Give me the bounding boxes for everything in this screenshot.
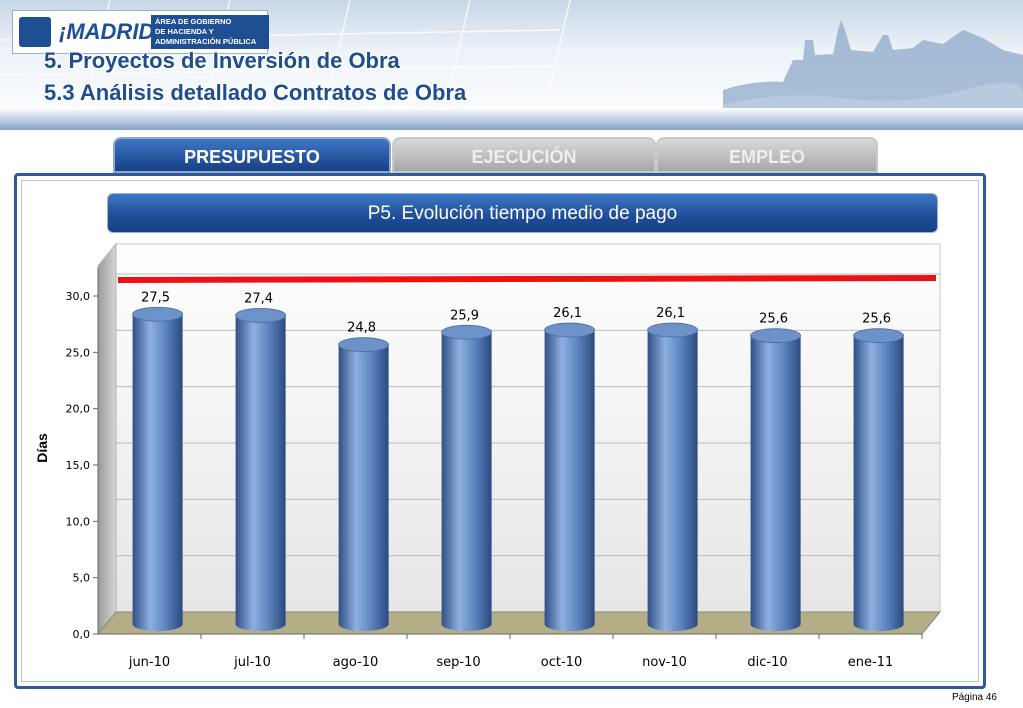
bar xyxy=(132,314,183,632)
city-skyline-image xyxy=(723,20,1023,120)
y-tick-label: 0,0 xyxy=(73,628,91,641)
data-label: 25,6 xyxy=(862,312,891,327)
department-label: ÁREA DE GOBIERNO DE HACIENDA Y ADMINISTR… xyxy=(151,15,269,49)
y-axis-label: Días xyxy=(34,433,50,463)
logo-text: ¡MADRID! xyxy=(59,19,162,44)
bar xyxy=(441,332,492,632)
bar-top xyxy=(750,328,801,344)
y-tick-label: 25,0 xyxy=(66,346,91,359)
bar-chart: 0,0 5,0 10,0 15,0 20,0 25,0 30,0 27,5 jun-10 27,4… xyxy=(66,242,942,670)
data-label: 26,1 xyxy=(656,306,685,321)
tab-presupuesto[interactable]: PRESUPUESTO xyxy=(113,137,391,173)
bar xyxy=(235,315,286,632)
chart-title: P5. Evolución tiempo medio de pago xyxy=(107,193,938,233)
x-tick-label: ene-11 xyxy=(848,655,893,670)
bar xyxy=(647,330,698,632)
bar xyxy=(750,335,801,632)
bar-top xyxy=(647,322,698,338)
x-tick-label: dic-10 xyxy=(747,655,787,670)
bar-top xyxy=(544,322,595,338)
x-tick-label: jun-10 xyxy=(128,655,170,670)
data-label: 24,8 xyxy=(347,321,376,336)
x-tick-label: jul-10 xyxy=(233,655,271,670)
data-label: 26,1 xyxy=(553,306,582,321)
page-number: Página 46 xyxy=(951,692,997,703)
bar xyxy=(338,344,389,632)
header-band xyxy=(0,108,1023,130)
y-tick-label: 10,0 xyxy=(66,515,91,528)
x-tick-label: ago-10 xyxy=(333,655,379,670)
y-tick-label: 15,0 xyxy=(66,459,91,472)
tab-ejecucion[interactable]: EJECUCIÓN xyxy=(392,137,656,173)
y-tick-label: 5,0 xyxy=(73,572,91,585)
madrid-emblem-icon xyxy=(19,17,51,47)
department-line-1: ÁREA DE GOBIERNO xyxy=(155,17,232,26)
data-label: 25,6 xyxy=(759,312,788,327)
y-tick-label: 20,0 xyxy=(66,403,91,416)
department-line-2: DE HACIENDA Y xyxy=(155,27,214,36)
bar xyxy=(853,335,904,632)
chart-side-wall xyxy=(97,242,117,636)
bar-top xyxy=(235,307,287,323)
bar-top xyxy=(441,324,493,340)
y-tick-label: 30,0 xyxy=(66,290,91,303)
data-label: 27,4 xyxy=(244,291,273,306)
x-tick-label: nov-10 xyxy=(642,655,687,670)
page-subtitle: 5.3 Análisis detallado Contratos de Obra xyxy=(44,80,467,105)
reference-line xyxy=(117,275,937,283)
chart-floor xyxy=(96,611,942,635)
header: ¡MADRID! ÁREA DE GOBIERNO DE HACIENDA Y … xyxy=(0,0,1023,130)
bar xyxy=(544,330,595,632)
chart-frame-inner xyxy=(21,180,979,682)
tab-empleo[interactable]: EMPLEO xyxy=(656,137,878,173)
data-label: 27,5 xyxy=(141,290,170,305)
x-tick-label: sep-10 xyxy=(436,655,480,670)
bar-top xyxy=(132,306,184,322)
department-line-3: ADMINISTRACIÓN PÚBLICA xyxy=(155,37,257,46)
madrid-logo: ¡MADRID! ÁREA DE GOBIERNO DE HACIENDA Y … xyxy=(12,10,269,54)
bar-top xyxy=(338,337,390,353)
x-tick-label: oct-10 xyxy=(541,655,582,670)
bar-top xyxy=(853,328,904,344)
data-label: 25,9 xyxy=(450,308,479,323)
page-title: 5. Proyectos de Inversión de Obra xyxy=(44,48,400,73)
